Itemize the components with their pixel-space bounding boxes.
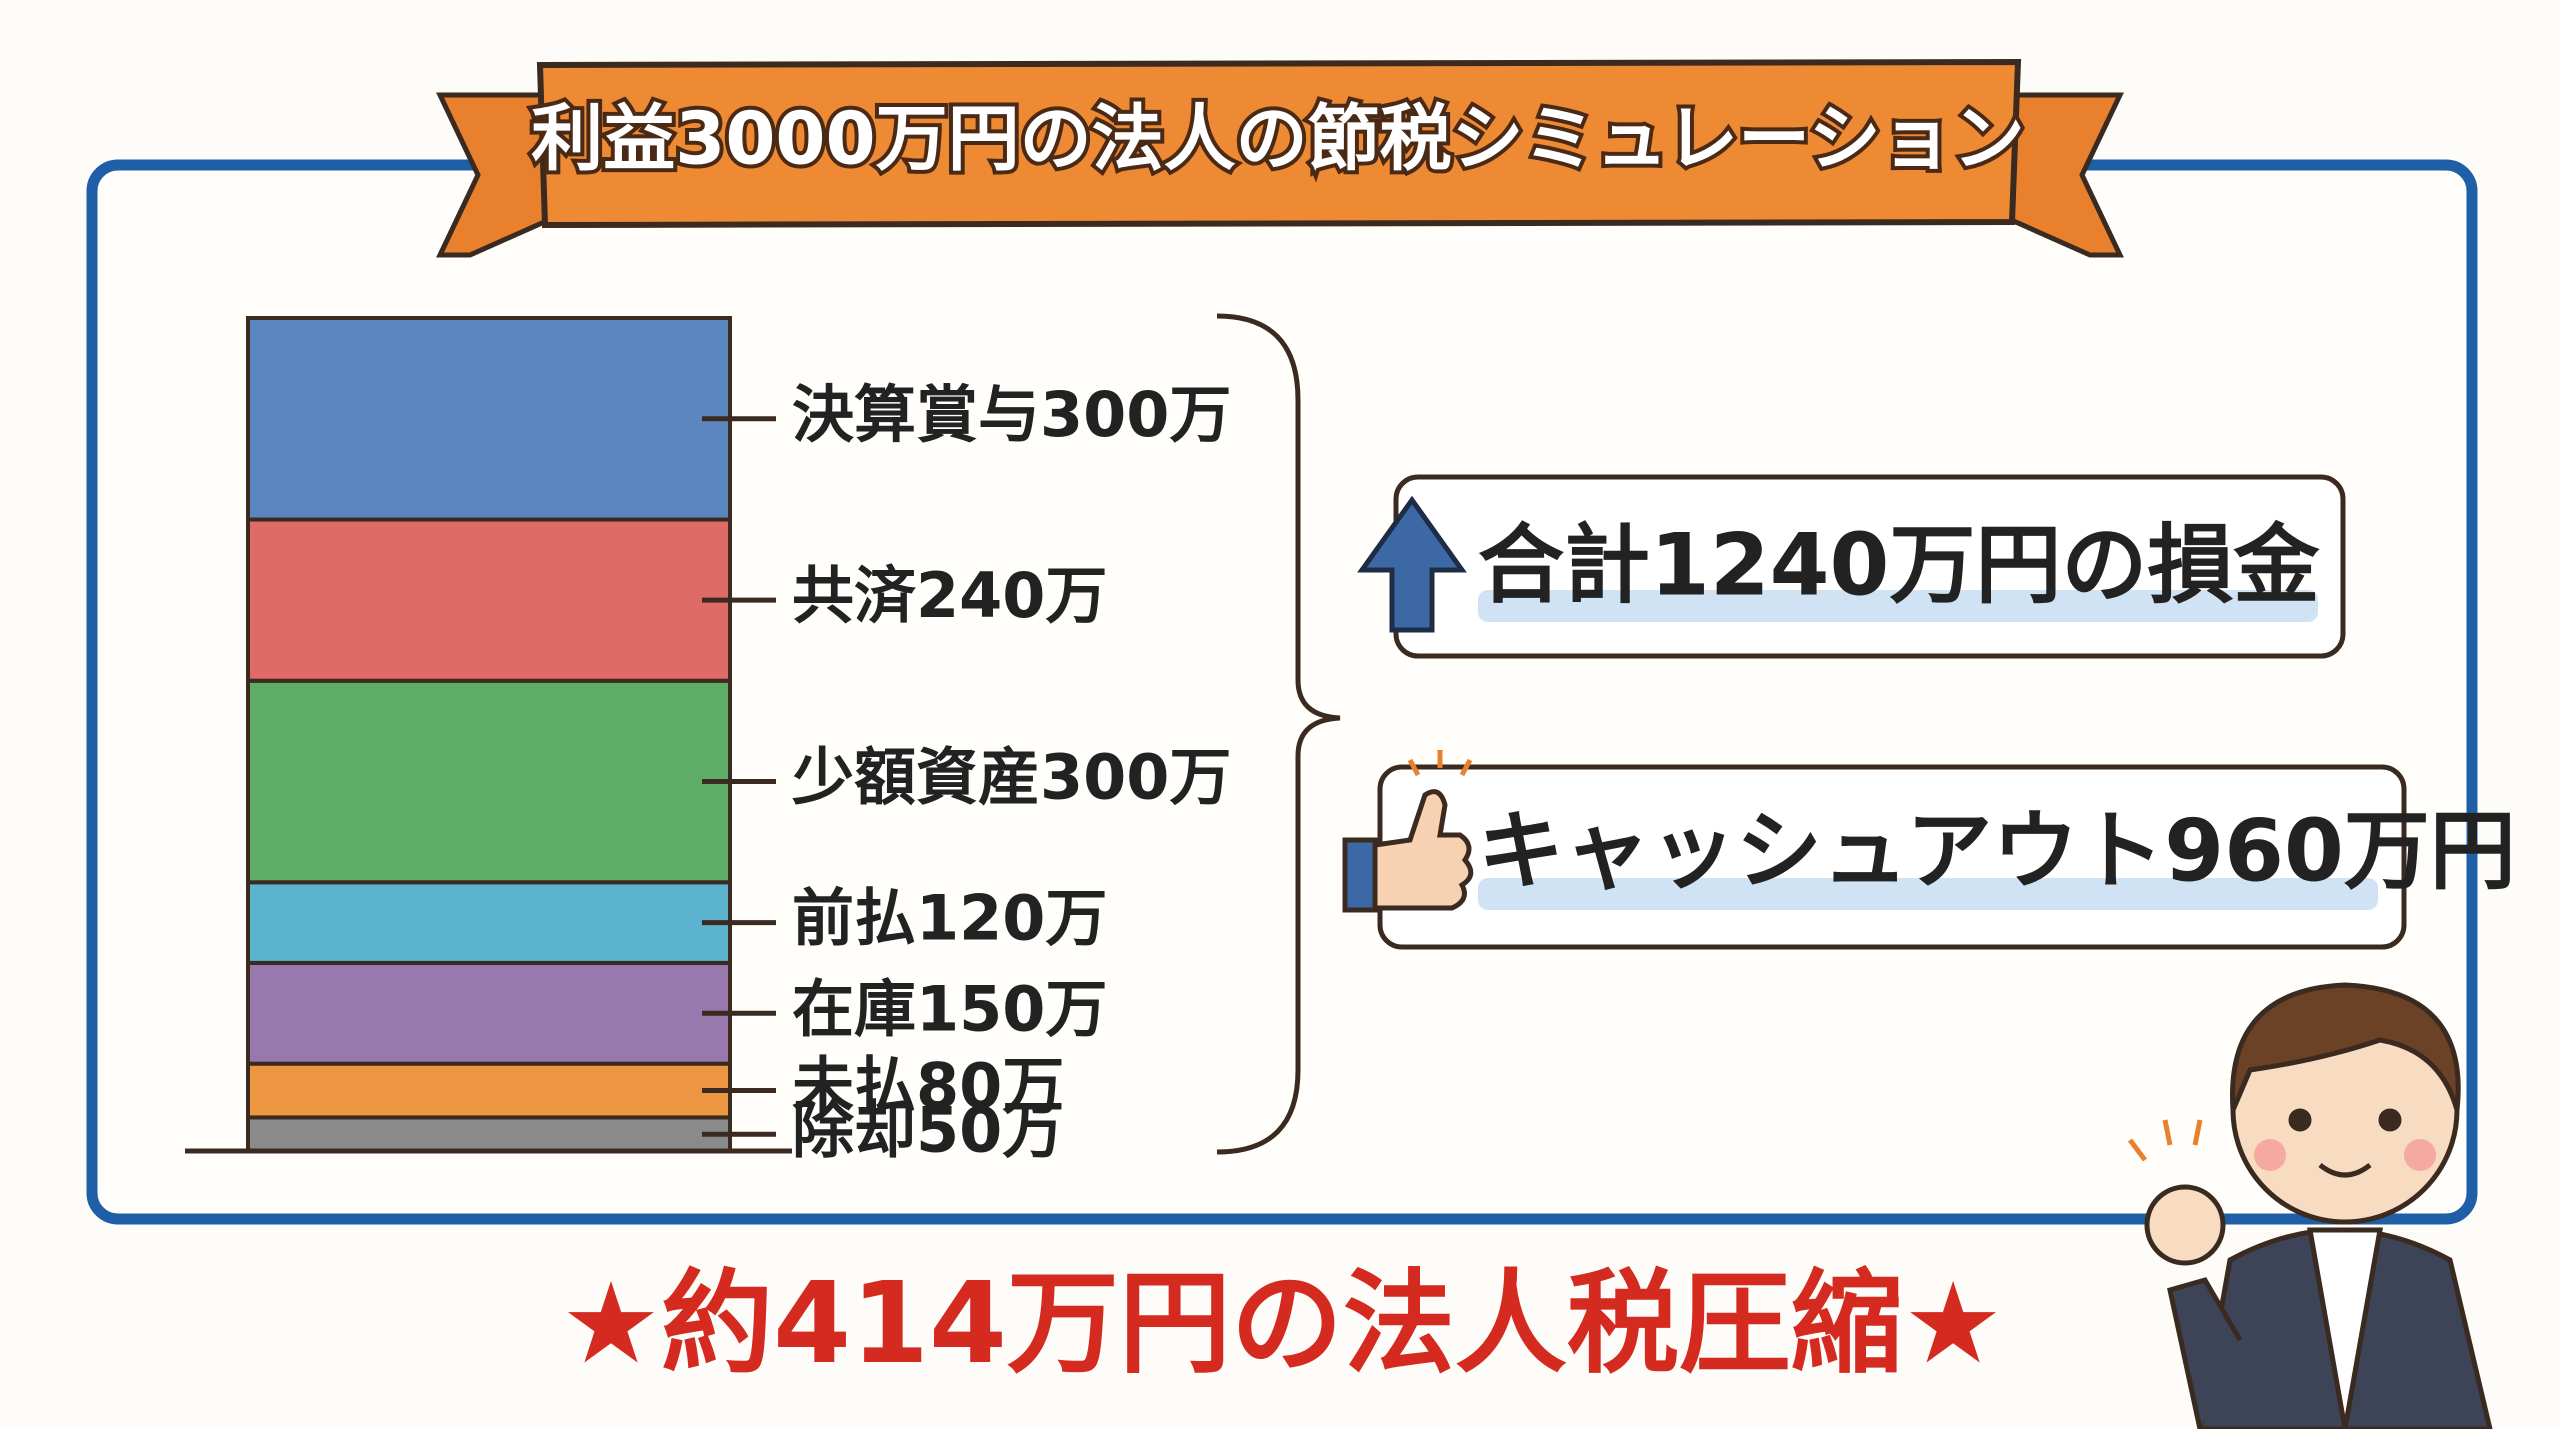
data-label: 除却50万: [792, 1093, 1064, 1166]
bracket: [1216, 313, 1341, 1155]
bar-segment: [246, 1115, 732, 1153]
data-label: 少額資産300万: [792, 741, 1231, 814]
data-label: 在庫150万: [792, 972, 1107, 1045]
ribbon: [536, 58, 2022, 229]
annotation: キャッシュアウト960万円: [1478, 801, 2516, 901]
highlight: [1478, 878, 2378, 910]
data-label: 共済240万: [792, 559, 1107, 632]
data-label: 前払120万: [792, 882, 1107, 955]
thumbs-up-icon: [1342, 750, 1474, 913]
bar-segment: [246, 517, 732, 683]
bar-segment: [246, 960, 732, 1066]
annotation: 合計1240万円の損金: [1478, 515, 2320, 615]
up-arrow-icon: [1357, 495, 1467, 633]
data-label: 決算賞与300万: [792, 378, 1231, 451]
bar-segment: [246, 1061, 732, 1120]
bar-segment: [246, 678, 732, 885]
highlight: [1478, 590, 2318, 622]
title: 利益3000万円の法人の節税シミュレーション: [531, 97, 2025, 181]
bar-segment: [246, 880, 732, 965]
character-illustration: [2128, 982, 2493, 1429]
data-label: 未払80万: [792, 1050, 1064, 1123]
bar-segment: [246, 316, 732, 522]
footer: ★約414万円の法人税圧縮★: [561, 1259, 2004, 1389]
